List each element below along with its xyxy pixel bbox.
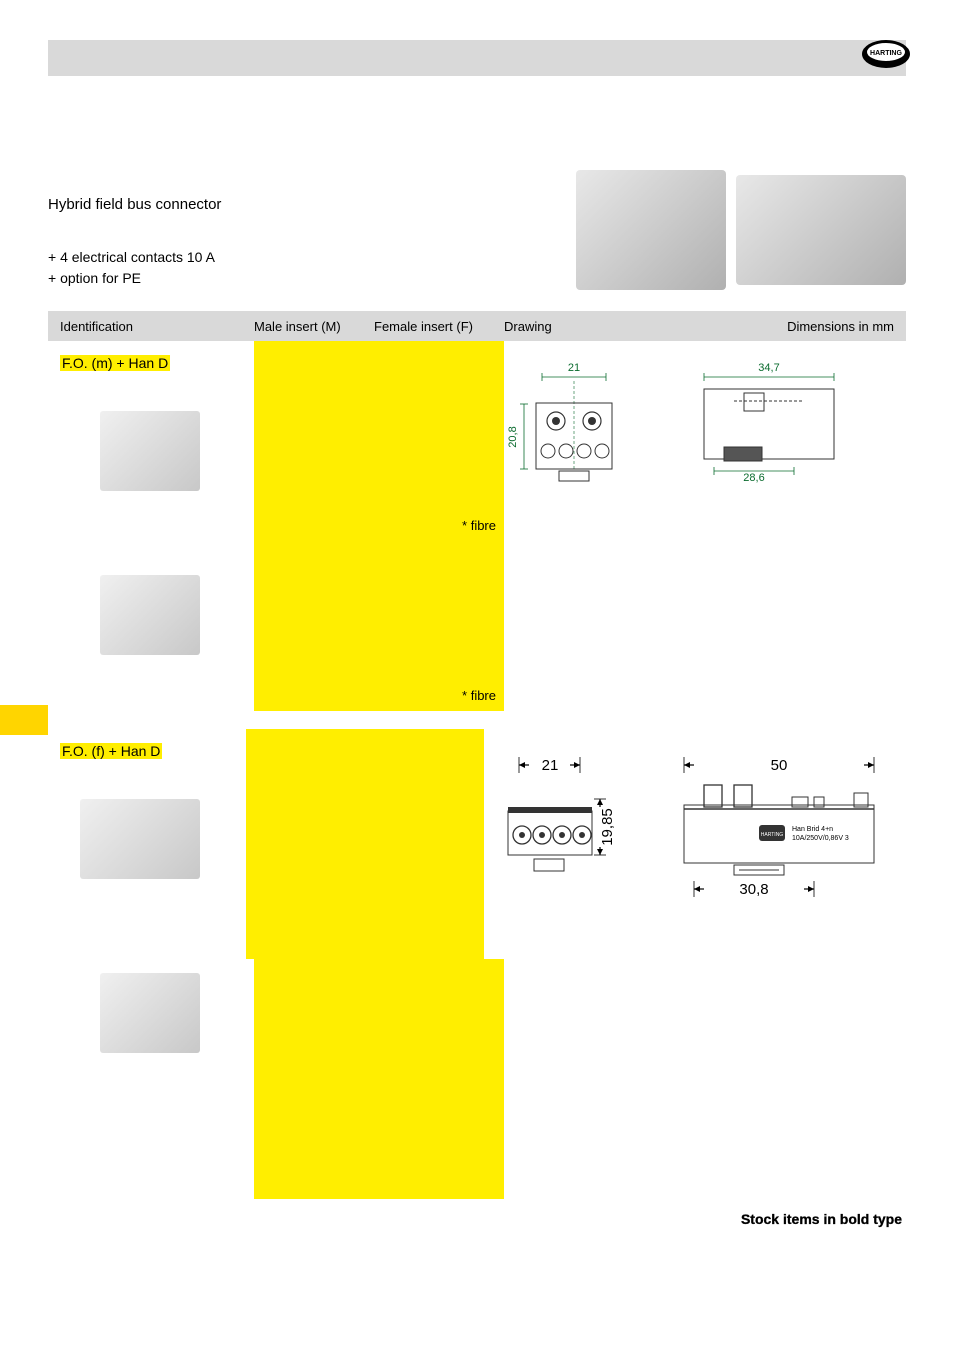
product-thumb-1b xyxy=(100,575,200,655)
table-row: * fibre xyxy=(48,541,906,711)
product-thumb-2a xyxy=(80,799,200,879)
cell-male-insert xyxy=(246,729,360,959)
svg-text:28,6: 28,6 xyxy=(743,472,764,484)
svg-text:34,7: 34,7 xyxy=(758,362,779,374)
hero-image-2 xyxy=(736,175,906,285)
drawing-front-view: 21 19,85 xyxy=(484,747,634,897)
svg-text:19,85: 19,85 xyxy=(599,808,616,846)
cell-female-insert xyxy=(360,729,484,959)
cell-identification: F.O. (f) + Han D xyxy=(48,729,246,959)
cell-female-insert: * fibre xyxy=(374,341,504,541)
table-row: F.O. (m) + Han D * fibre 21 20,8 xyxy=(48,341,906,541)
harting-logo: HARTING xyxy=(860,38,912,78)
col-header-female: Female insert (F) xyxy=(374,319,504,334)
hero-product-images xyxy=(566,160,906,300)
footer-note: Stock items in bold type xyxy=(48,1211,906,1227)
table-header-row: Identification Male insert (M) Female in… xyxy=(48,311,906,341)
svg-text:30,8: 30,8 xyxy=(739,881,768,898)
col-header-identification: Identification xyxy=(48,319,254,334)
cell-male-insert xyxy=(254,959,374,1199)
cell-female-insert: * fibre xyxy=(374,541,504,711)
drawing-area-row2: 21 19,85 xyxy=(484,739,894,917)
page-root: HARTING Hybrid field bus connector + 4 e… xyxy=(0,40,954,1267)
cell-identification: F.O. (m) + Han D xyxy=(48,341,254,541)
drawing-area-row1: 21 20,8 xyxy=(504,351,894,499)
drawing-side-view: 50 HARTING Han Bri xyxy=(664,747,894,917)
svg-text:50: 50 xyxy=(771,757,788,774)
col-header-male: Male insert (M) xyxy=(254,319,374,334)
col-header-drawing: Drawing xyxy=(504,319,584,334)
cell-identification xyxy=(48,959,254,1199)
drawing-side-view: 34,7 28,6 xyxy=(674,359,864,499)
spec-table: Identification Male insert (M) Female in… xyxy=(48,311,906,1199)
product-thumb-1a xyxy=(100,411,200,491)
cell-drawing: 21 20,8 xyxy=(504,341,906,541)
svg-text:HARTING: HARTING xyxy=(870,50,902,57)
col-header-dimensions: Dimensions in mm xyxy=(584,319,906,334)
cell-male-insert xyxy=(254,541,374,711)
row-id-label: F.O. (f) + Han D xyxy=(60,743,162,759)
row-separator xyxy=(48,711,906,729)
table-row xyxy=(48,959,906,1199)
svg-text:21: 21 xyxy=(542,757,559,774)
cell-male-insert xyxy=(254,341,374,541)
top-header-bar: HARTING xyxy=(48,40,906,76)
svg-text:21: 21 xyxy=(568,362,580,374)
cell-drawing xyxy=(504,541,906,711)
table-row: F.O. (f) + Han D 21 19,85 xyxy=(48,729,906,959)
cell-drawing: 21 19,85 xyxy=(484,729,906,959)
fibre-note: * fibre xyxy=(462,518,496,533)
cell-drawing xyxy=(504,959,906,1199)
spec-text-1: Han Brid 4+n xyxy=(792,826,833,833)
svg-text:HARTING: HARTING xyxy=(761,832,784,838)
side-tab-marker xyxy=(0,705,48,735)
fibre-note: * fibre xyxy=(462,688,496,703)
row-id-label: F.O. (m) + Han D xyxy=(60,355,170,371)
drawing-front-view: 21 20,8 xyxy=(504,359,644,499)
cell-female-insert xyxy=(374,959,504,1199)
spec-text-2: 10A/250V/0,86V 3 xyxy=(792,835,849,842)
hero-image-1 xyxy=(576,170,726,290)
product-thumb-2b xyxy=(100,973,200,1053)
cell-identification xyxy=(48,541,254,711)
svg-text:20,8: 20,8 xyxy=(507,426,519,447)
